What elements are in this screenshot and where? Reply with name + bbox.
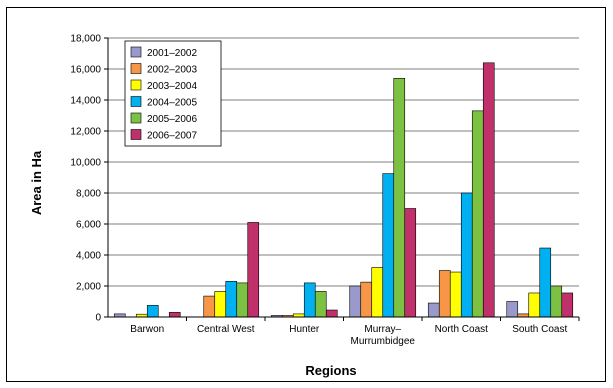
legend-swatch [130,63,142,74]
bar [236,282,249,318]
legend-swatch [130,79,142,91]
bar [360,281,373,318]
chart-frame: 0 2,000 4,000 6,000 8,000 10,000 12,000 14,000 1… [6,7,606,382]
y-axis-title: Area in Ha [29,150,44,215]
bar [528,292,541,318]
bar [404,208,417,318]
bar [247,222,260,318]
y-tick-label: 14,000 [70,96,101,107]
bar [146,305,159,318]
legend-label: 2005–2006 [147,114,197,125]
x-tick-label: Murrumbidgee [351,336,416,347]
bar [371,267,384,318]
y-tick-label: 10,000 [70,158,101,169]
bar [203,295,216,318]
bar [314,291,327,318]
bar [449,271,462,318]
y-tick-label: 18,000 [70,34,101,45]
x-tick-label: Hunter [289,324,320,335]
bars [113,62,574,318]
bar [471,110,484,318]
x-tick-label: North Coast [435,324,489,335]
bar [438,270,451,318]
legend: 2001–2002 2002–2003 2003–2004 2004–2005 2005… [124,40,222,147]
bar [225,281,238,318]
y-tick-label: 6,000 [76,220,101,231]
legend-label: 2003–2004 [147,81,197,92]
y-tick-label: 12,000 [70,127,101,138]
legend-swatch [130,112,142,124]
bar [393,78,406,318]
bar [561,292,574,318]
y-tick-label: 4,000 [76,251,101,262]
bar [303,282,316,318]
legend-swatch [130,46,142,58]
legend-label: 2002–2003 [147,65,197,76]
x-axis-title: Regions [305,363,356,378]
bar [325,309,338,318]
bar [506,301,519,318]
x-tick-label: Barwon [130,324,164,335]
y-tick-label: 2,000 [76,282,101,293]
y-tick-label: 8,000 [76,189,101,200]
legend-label: 2004–2005 [147,98,197,109]
bar [382,173,395,318]
x-tick-label: Murray– [364,324,401,335]
y-tick-label: 0 [95,313,101,324]
bar [427,302,440,318]
legend-swatch [130,129,142,140]
x-tick-labels: Barwon Central West Hunter Murray–Murrumbid… [130,324,567,347]
bar [460,192,473,318]
y-tick-labels: 0 2,000 4,000 6,000 8,000 10,000 12,000 14,000 1… [70,34,101,324]
bar [539,247,552,318]
legend-box [124,40,222,147]
x-tick-label: Central West [197,324,255,335]
bar [168,312,181,318]
legend-label: 2001–2002 [147,48,197,59]
legend-swatch [130,96,142,107]
bar [550,285,563,318]
y-tick-label: 16,000 [70,65,101,76]
axes [107,38,580,321]
bar [349,285,362,318]
bar-chart: 0 2,000 4,000 6,000 8,000 10,000 12,000 14,000 1… [29,34,580,378]
x-tick-label: South Coast [512,324,567,335]
bar [482,62,495,318]
legend-label: 2006–2007 [147,131,197,142]
bar [214,291,227,318]
